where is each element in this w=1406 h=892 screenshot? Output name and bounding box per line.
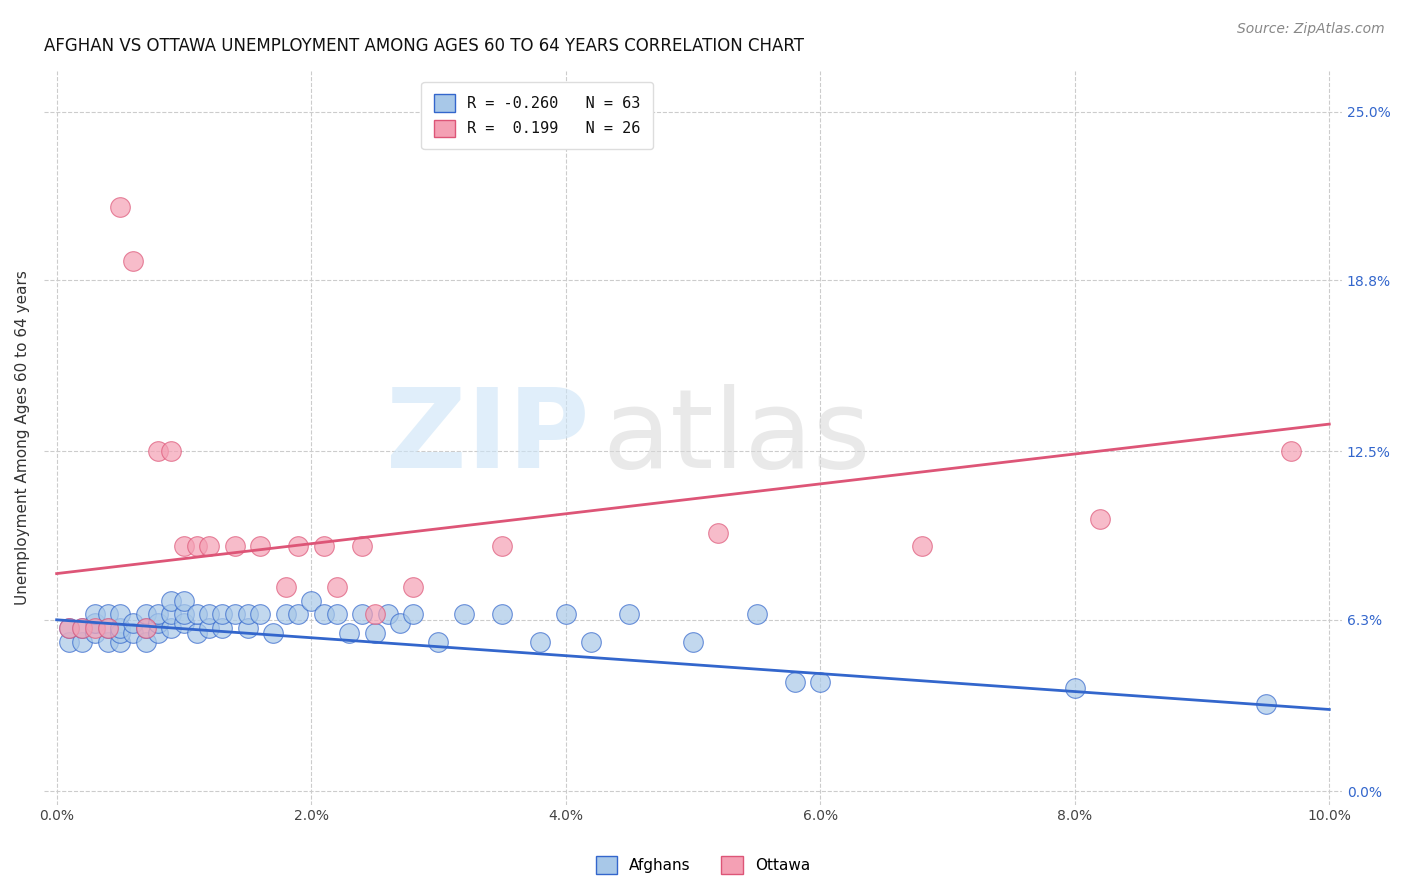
Point — [160, 594, 183, 608]
Point — [299, 594, 322, 608]
Point — [160, 444, 183, 458]
Point — [96, 607, 118, 622]
Point — [389, 615, 412, 630]
Point — [70, 634, 93, 648]
Point — [70, 621, 93, 635]
Point — [402, 607, 425, 622]
Point — [211, 607, 233, 622]
Point — [96, 621, 118, 635]
Point — [262, 626, 284, 640]
Point — [173, 607, 195, 622]
Point — [491, 607, 513, 622]
Point — [148, 444, 170, 458]
Point — [224, 540, 246, 554]
Point — [325, 607, 347, 622]
Point — [911, 540, 934, 554]
Point — [236, 607, 259, 622]
Point — [148, 615, 170, 630]
Point — [211, 621, 233, 635]
Point — [110, 607, 132, 622]
Point — [110, 634, 132, 648]
Point — [745, 607, 768, 622]
Point — [186, 607, 208, 622]
Point — [58, 621, 80, 635]
Point — [135, 621, 157, 635]
Point — [96, 634, 118, 648]
Legend: Afghans, Ottawa: Afghans, Ottawa — [589, 850, 817, 880]
Point — [783, 675, 806, 690]
Point — [160, 621, 183, 635]
Point — [148, 626, 170, 640]
Point — [529, 634, 551, 648]
Point — [287, 540, 309, 554]
Point — [83, 615, 105, 630]
Point — [287, 607, 309, 622]
Point — [70, 621, 93, 635]
Point — [110, 621, 132, 635]
Point — [682, 634, 704, 648]
Point — [83, 621, 105, 635]
Legend: R = -0.260   N = 63, R =  0.199   N = 26: R = -0.260 N = 63, R = 0.199 N = 26 — [422, 82, 652, 150]
Point — [352, 540, 374, 554]
Point — [173, 615, 195, 630]
Text: Source: ZipAtlas.com: Source: ZipAtlas.com — [1237, 22, 1385, 37]
Point — [58, 621, 80, 635]
Point — [1063, 681, 1085, 695]
Point — [83, 626, 105, 640]
Point — [364, 626, 387, 640]
Point — [135, 621, 157, 635]
Point — [224, 607, 246, 622]
Point — [1279, 444, 1302, 458]
Point — [274, 607, 297, 622]
Point — [173, 540, 195, 554]
Y-axis label: Unemployment Among Ages 60 to 64 years: Unemployment Among Ages 60 to 64 years — [15, 270, 30, 605]
Point — [198, 607, 221, 622]
Point — [352, 607, 374, 622]
Point — [554, 607, 576, 622]
Point — [491, 540, 513, 554]
Point — [122, 254, 145, 268]
Point — [173, 594, 195, 608]
Point — [110, 200, 132, 214]
Point — [186, 540, 208, 554]
Text: atlas: atlas — [602, 384, 870, 491]
Point — [325, 580, 347, 594]
Point — [160, 607, 183, 622]
Point — [96, 621, 118, 635]
Point — [249, 540, 271, 554]
Point — [135, 607, 157, 622]
Point — [1090, 512, 1112, 526]
Point — [1254, 697, 1277, 711]
Point — [198, 621, 221, 635]
Point — [312, 607, 335, 622]
Point — [122, 615, 145, 630]
Point — [377, 607, 399, 622]
Point — [312, 540, 335, 554]
Point — [83, 607, 105, 622]
Point — [274, 580, 297, 594]
Point — [427, 634, 450, 648]
Point — [122, 626, 145, 640]
Point — [337, 626, 360, 640]
Text: ZIP: ZIP — [385, 384, 589, 491]
Text: AFGHAN VS OTTAWA UNEMPLOYMENT AMONG AGES 60 TO 64 YEARS CORRELATION CHART: AFGHAN VS OTTAWA UNEMPLOYMENT AMONG AGES… — [44, 37, 804, 55]
Point — [808, 675, 831, 690]
Point — [236, 621, 259, 635]
Point — [402, 580, 425, 594]
Point — [453, 607, 475, 622]
Point — [249, 607, 271, 622]
Point — [148, 607, 170, 622]
Point — [619, 607, 641, 622]
Point — [707, 525, 730, 540]
Point — [186, 626, 208, 640]
Point — [58, 634, 80, 648]
Point — [135, 634, 157, 648]
Point — [364, 607, 387, 622]
Point — [198, 540, 221, 554]
Point — [110, 626, 132, 640]
Point — [579, 634, 602, 648]
